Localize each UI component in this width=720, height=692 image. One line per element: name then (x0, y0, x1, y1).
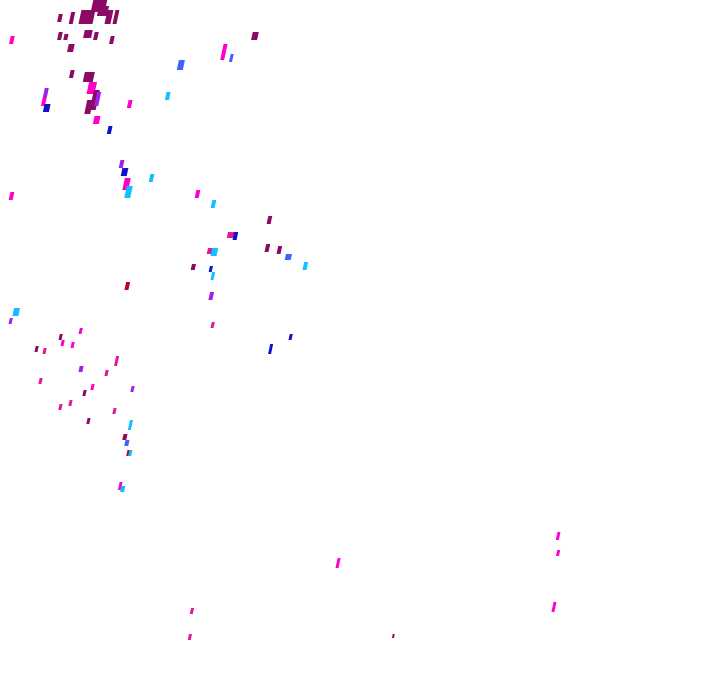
data-mark (148, 174, 155, 182)
data-mark (117, 482, 123, 490)
data-mark (126, 100, 133, 108)
data-mark (109, 36, 115, 44)
data-mark (112, 408, 117, 414)
data-mark (78, 328, 83, 334)
data-mark (122, 434, 128, 440)
data-mark (164, 92, 171, 100)
data-mark (284, 254, 292, 260)
data-mark (60, 340, 65, 346)
data-mark (555, 550, 561, 556)
data-mark (96, 6, 110, 16)
data-mark (124, 282, 131, 290)
data-mark (68, 70, 75, 78)
data-mark (106, 126, 113, 134)
data-mark (68, 400, 73, 406)
data-mark (124, 440, 130, 446)
data-mark (288, 334, 293, 340)
data-mark (190, 264, 196, 270)
data-mark (84, 100, 94, 114)
data-mark (551, 602, 557, 612)
data-mark (38, 378, 43, 384)
data-mark (12, 308, 21, 316)
data-mark (120, 486, 126, 492)
data-mark (187, 634, 193, 640)
data-mark (276, 246, 283, 254)
data-mark (83, 30, 93, 38)
data-mark (335, 558, 341, 568)
data-mark (189, 608, 195, 614)
data-mark (210, 322, 215, 328)
data-mark (93, 32, 99, 40)
data-mark (42, 348, 47, 354)
data-mark (391, 634, 395, 638)
data-mark (104, 370, 109, 376)
data-mark (555, 532, 561, 540)
data-mark (302, 262, 309, 270)
data-mark (210, 248, 219, 256)
data-mark (70, 342, 75, 348)
data-mark (128, 450, 133, 456)
data-mark (8, 318, 13, 324)
data-mark (104, 10, 114, 24)
data-mark (68, 12, 76, 24)
data-mark (268, 344, 274, 354)
data-mark (67, 44, 75, 52)
data-mark (90, 384, 95, 390)
data-mark (210, 200, 217, 208)
data-mark (78, 10, 96, 24)
data-mark (34, 346, 39, 352)
data-mark (8, 192, 15, 200)
data-mark (208, 292, 215, 300)
data-mark (94, 92, 102, 106)
data-mark (42, 104, 51, 112)
data-mark (82, 72, 95, 82)
data-mark (251, 32, 259, 40)
data-mark (176, 60, 185, 70)
data-mark (229, 54, 234, 62)
data-mark (42, 88, 49, 98)
data-mark (114, 356, 120, 366)
data-mark (208, 266, 213, 272)
data-mark (220, 44, 228, 60)
data-mark (264, 244, 271, 252)
data-mark (194, 190, 201, 198)
data-mark (58, 404, 63, 410)
data-mark (78, 366, 84, 372)
data-mark (9, 36, 15, 44)
data-mark (57, 14, 63, 22)
data-mark (124, 186, 133, 198)
data-mark (92, 116, 101, 124)
data-mark (58, 334, 63, 340)
data-mark (112, 10, 120, 24)
data-mark (232, 232, 239, 240)
data-mark (86, 418, 91, 424)
data-mark (63, 34, 69, 40)
data-mark (130, 386, 135, 392)
data-mark (210, 272, 216, 280)
data-mark (266, 216, 273, 224)
data-mark (118, 160, 125, 168)
data-mark (120, 168, 129, 176)
data-mark (82, 390, 87, 396)
data-mark (127, 420, 133, 430)
data-mark (57, 32, 63, 40)
